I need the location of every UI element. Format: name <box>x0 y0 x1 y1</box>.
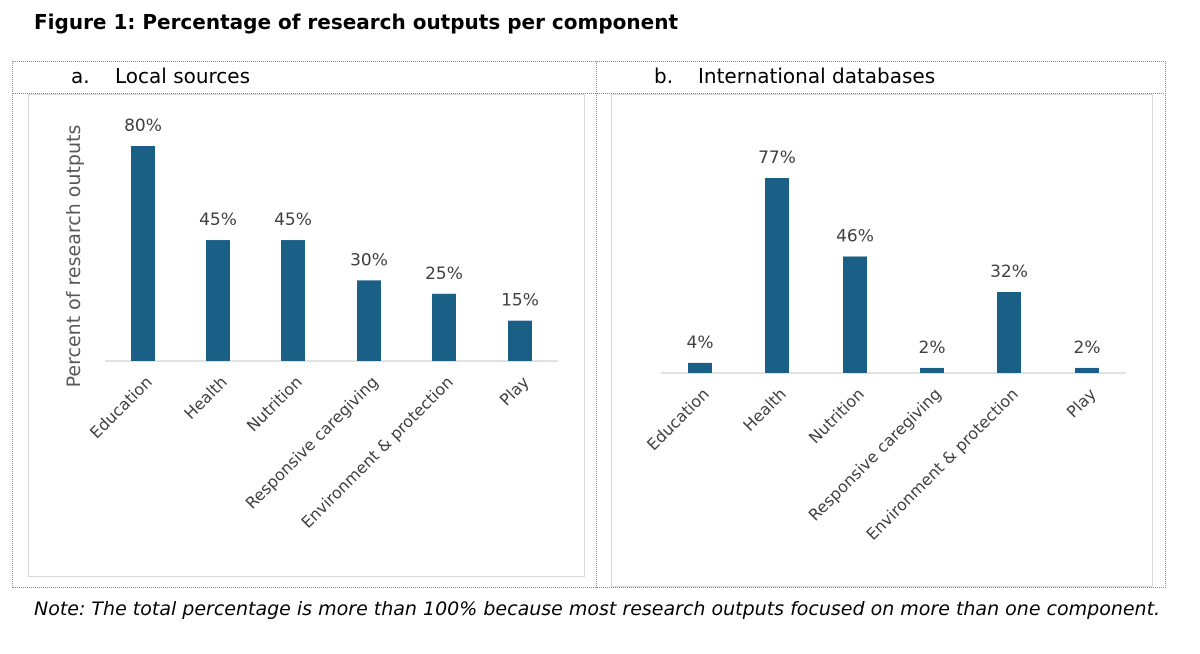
chart-b-data-label: 4% <box>687 333 714 353</box>
panel-a-letter: a. <box>71 64 90 88</box>
panel-a-label: a. Local sources <box>71 64 250 88</box>
chart-a-data-label: 45% <box>274 210 312 230</box>
chart-a-tick-label: Environment & protection <box>297 372 456 531</box>
header-divider <box>12 93 1166 94</box>
panel-b-title: International databases <box>698 64 936 88</box>
chart-a-tick-label: Play <box>496 372 533 409</box>
panel-b-label: b. International databases <box>654 64 935 88</box>
chart-a-data-label: 30% <box>350 250 388 270</box>
chart-b-area <box>611 94 1153 587</box>
chart-a-data-label: 25% <box>425 264 463 284</box>
figure-title: Figure 1: Percentage of research outputs… <box>34 10 679 34</box>
chart-a-data-label: 15% <box>501 291 539 311</box>
chart-b-bar <box>997 291 1021 373</box>
chart-a-tick-label: Health <box>180 372 231 423</box>
panel-a-title: Local sources <box>115 64 251 88</box>
chart-a-bar <box>281 240 305 361</box>
chart-b-data-label: 2% <box>1074 338 1101 358</box>
chart-b-tick-label: Responsive caregiving <box>805 384 945 524</box>
chart-a-y-axis-label: Percent of research outputs <box>63 125 85 388</box>
chart-a-area <box>28 94 585 577</box>
panel-b-letter: b. <box>654 64 674 88</box>
chart-b-bar <box>688 362 712 373</box>
chart-a-bar <box>508 320 532 361</box>
chart-b-tick-label: Education <box>643 384 713 454</box>
panel-divider <box>596 61 597 588</box>
chart-b-data-label: 77% <box>758 148 796 168</box>
chart-a-bar <box>357 280 381 361</box>
chart-b-tick-label: Environment & protection <box>862 384 1021 543</box>
chart-b-data-label: 32% <box>990 262 1028 282</box>
chart-a-bar <box>432 293 456 361</box>
chart-b-tick-label: Play <box>1063 384 1100 421</box>
chart-b-bar <box>843 256 867 373</box>
chart-b-tick-label: Nutrition <box>805 384 868 447</box>
figure-frame <box>12 61 1166 588</box>
chart-b-data-label: 46% <box>836 227 874 247</box>
chart-b-bar <box>920 367 944 373</box>
chart-a-tick-label: Nutrition <box>243 372 306 435</box>
chart-b-data-label: 2% <box>919 338 946 358</box>
chart-a-tick-label: Education <box>86 372 156 442</box>
chart-b-bar <box>765 178 789 373</box>
chart-a-bar <box>206 240 230 361</box>
chart-a-data-label: 80% <box>124 116 162 136</box>
chart-a-tick-label: Responsive caregiving <box>242 372 382 512</box>
chart-b-tick-label: Health <box>739 384 790 435</box>
figure-note: Note: The total percentage is more than … <box>34 598 1161 620</box>
chart-a-data-label: 45% <box>199 210 237 230</box>
chart-b-bar <box>1075 367 1099 373</box>
chart-a-bar <box>131 146 155 361</box>
